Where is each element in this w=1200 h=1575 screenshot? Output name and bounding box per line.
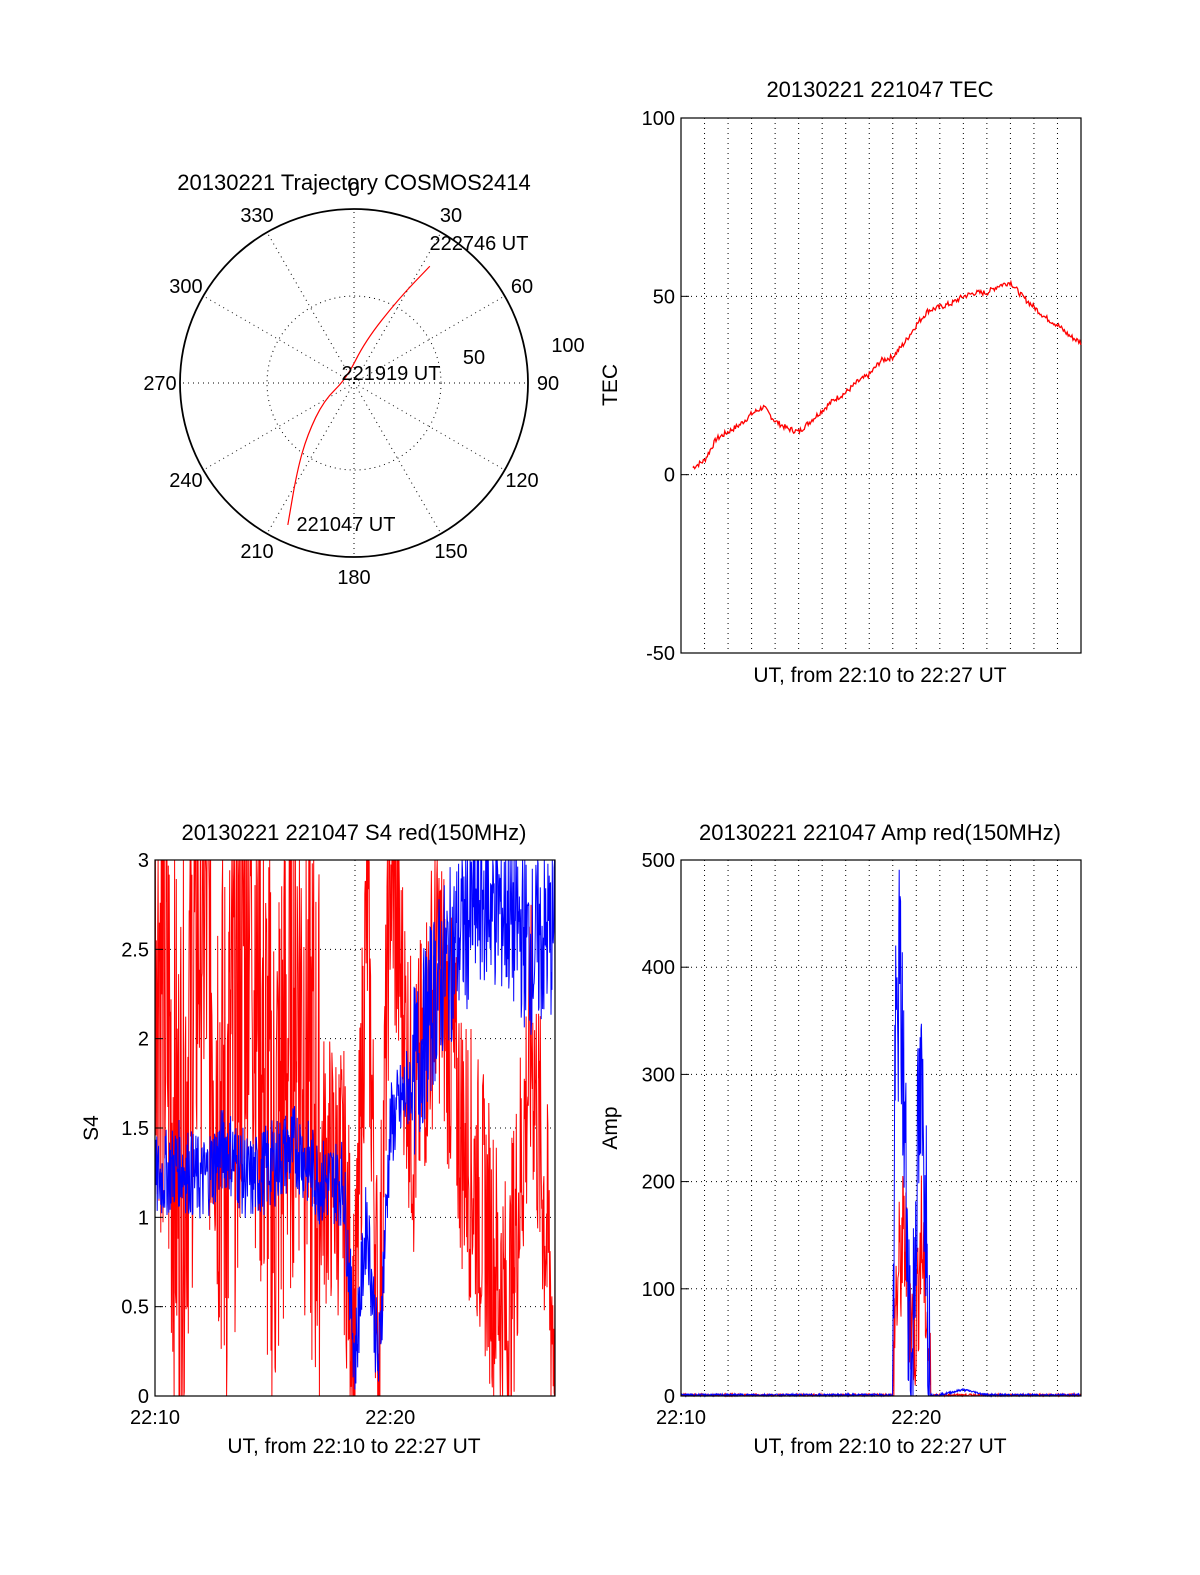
tec-ytick-label: 100 xyxy=(642,108,675,130)
polar-spoke-120 xyxy=(353,382,505,471)
tec-title: 20130221 221047 TEC xyxy=(766,77,993,102)
polar-azimuth-label-120: 120 xyxy=(505,470,538,492)
polar-azimuth-label-300: 300 xyxy=(169,276,202,298)
tec-y-axis-label: TEC xyxy=(599,364,622,406)
trajectory-line xyxy=(287,265,431,526)
amp-ytick-label: 500 xyxy=(642,850,675,872)
amp-x-axis-label: UT, from 22:10 to 22:27 UT xyxy=(753,1435,1006,1458)
s4-y-axis-label: S4 xyxy=(80,1115,103,1141)
s4-ytick-label: 2.5 xyxy=(121,939,149,961)
tec-series-line xyxy=(692,279,1082,470)
polar-azimuth-labels: 0 30 60 90 120 150 180 210 240 270 300 330 xyxy=(143,179,559,589)
polar-panel: 20130221 Trajectory COSMOS2414 0 30 60 90 12… xyxy=(143,170,584,589)
amp-grid xyxy=(681,860,1081,1396)
trajectory-start-label: 221047 UT xyxy=(297,514,396,536)
amp-series-red xyxy=(680,1175,1082,1398)
amp-ytick-label: 400 xyxy=(642,957,675,979)
s4-xtick-label: 22:20 xyxy=(365,1407,415,1429)
amp-ytick-label: 200 xyxy=(642,1172,675,1194)
polar-spoke-300 xyxy=(203,295,355,384)
polar-azimuth-label-240: 240 xyxy=(169,470,202,492)
amp-xtick-label: 22:20 xyxy=(891,1407,941,1429)
polar-inner-circle xyxy=(266,295,442,471)
polar-azimuth-label-90: 90 xyxy=(537,373,559,395)
amp-series-blue xyxy=(680,869,1082,1398)
tec-ytick-label: 0 xyxy=(664,465,675,487)
amp-panel: 20130221 221047 Amp red(150MHz) 0 100 200 3… xyxy=(599,820,1082,1458)
s4-ytick-label: 1 xyxy=(138,1207,149,1229)
amp-xtick-label: 22:10 xyxy=(656,1407,706,1429)
polar-radial-label-100: 100 xyxy=(551,335,584,357)
tec-plot-frame xyxy=(680,117,1082,654)
amp-plot-frame xyxy=(680,859,1082,1397)
s4-ytick-label: 3 xyxy=(138,850,149,872)
polar-azimuth-label-60: 60 xyxy=(511,276,533,298)
polar-azimuth-label-0: 0 xyxy=(348,179,359,201)
tec-ytick-label: -50 xyxy=(646,643,675,665)
trajectory-mid-label: 221919 UT xyxy=(342,363,441,385)
amp-tick-labels: 0 100 200 300 400 500 22:10 22:20 xyxy=(642,850,942,1429)
amp-ytick-label: 300 xyxy=(642,1064,675,1086)
s4-xtick-label: 22:10 xyxy=(130,1407,180,1429)
s4-title: 20130221 221047 S4 red(150MHz) xyxy=(182,820,527,845)
polar-spokes xyxy=(180,209,528,557)
polar-radial-label-50: 50 xyxy=(463,347,485,369)
s4-x-axis-label: UT, from 22:10 to 22:27 UT xyxy=(227,1435,480,1458)
polar-azimuth-label-210: 210 xyxy=(240,541,273,563)
s4-tick-labels: 0 0.5 1 1.5 2 2.5 3 22:10 22:20 xyxy=(121,850,415,1429)
amp-y-axis-label: Amp xyxy=(599,1106,622,1149)
tec-y-tick-labels: 100 50 0 -50 xyxy=(642,108,689,665)
s4-ytick-label: 1.5 xyxy=(121,1118,149,1140)
tec-panel: 20130221 221047 TEC 100 50 0 -50 UT, from 2… xyxy=(599,77,1082,687)
amp-ytick-label: 0 xyxy=(664,1386,675,1408)
polar-azimuth-label-180: 180 xyxy=(337,567,370,589)
amp-title: 20130221 221047 Amp red(150MHz) xyxy=(699,820,1061,845)
s4-panel: 20130221 221047 S4 red(150MHz) 0 0.5 1 1.5 2… xyxy=(80,820,556,1458)
polar-azimuth-label-270: 270 xyxy=(143,373,176,395)
polar-spoke-330 xyxy=(266,232,355,384)
polar-azimuth-label-30: 30 xyxy=(440,205,462,227)
polar-outer-circle xyxy=(179,208,529,558)
tec-x-axis-label: UT, from 22:10 to 22:27 UT xyxy=(753,664,1006,687)
s4-ytick-label: 0 xyxy=(138,1386,149,1408)
polar-spoke-30 xyxy=(353,232,442,384)
amp-series xyxy=(680,869,1082,1398)
tec-ytick-label: 50 xyxy=(653,286,675,308)
trajectory-end-label: 222746 UT xyxy=(430,233,529,255)
polar-title: 20130221 Trajectory COSMOS2414 xyxy=(177,170,530,195)
s4-ytick-label: 0.5 xyxy=(121,1297,149,1319)
polar-spoke-240 xyxy=(203,382,355,471)
tec-grid xyxy=(681,118,1081,653)
s4-ytick-label: 2 xyxy=(138,1029,149,1051)
amp-ytick-label: 100 xyxy=(642,1279,675,1301)
polar-spoke-150 xyxy=(353,382,442,534)
polar-spoke-60 xyxy=(353,295,505,384)
polar-spoke-210 xyxy=(266,382,355,534)
polar-azimuth-label-330: 330 xyxy=(240,205,273,227)
polar-azimuth-label-150: 150 xyxy=(434,541,467,563)
